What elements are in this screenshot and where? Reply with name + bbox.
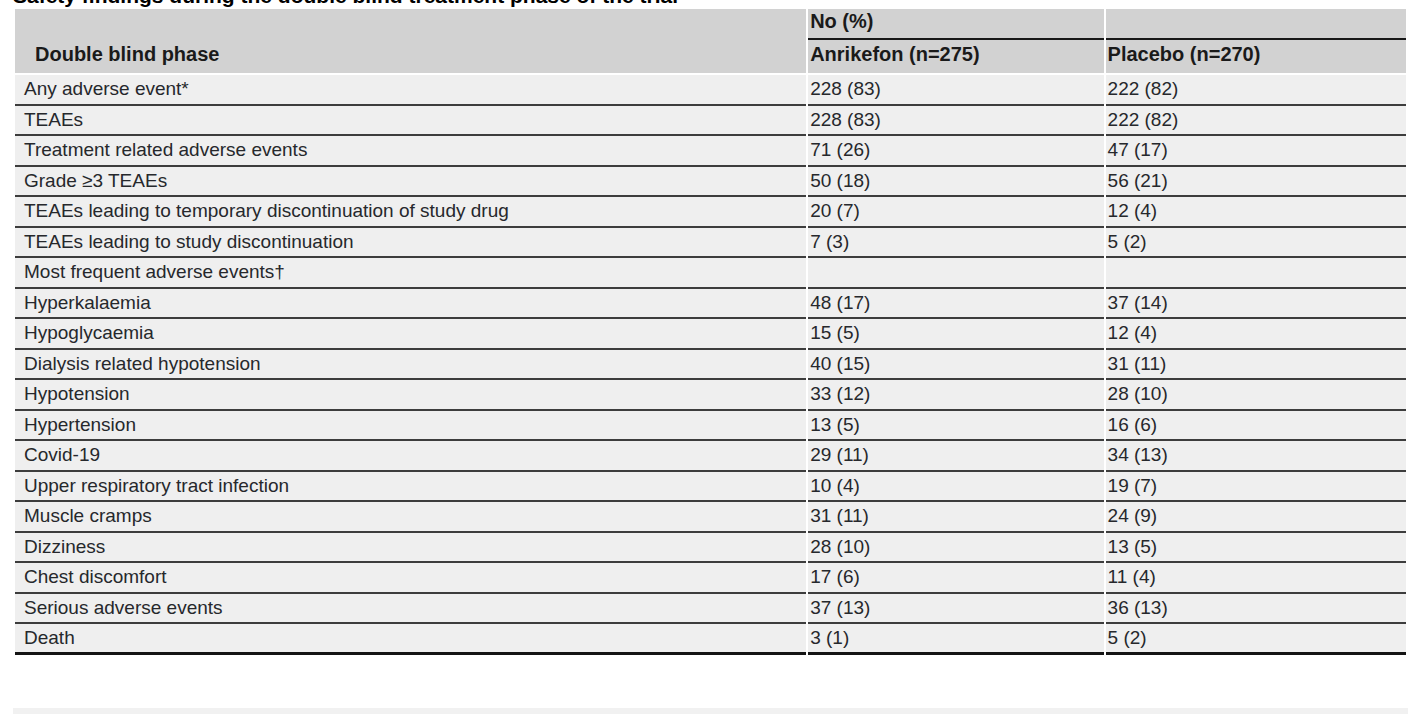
anrikefon-value: 37 (13) (808, 594, 1103, 625)
table-row: Hypertension 13 (5) 16 (6) (15, 411, 1406, 442)
row-label: Death (15, 624, 806, 655)
placebo-value: 13 (5) (1106, 533, 1406, 564)
column-header-phase: Double blind phase (15, 40, 806, 75)
placebo-value: 12 (4) (1106, 197, 1406, 228)
anrikefon-value: 33 (12) (808, 380, 1103, 411)
anrikefon-value: 3 (1) (808, 624, 1103, 655)
placebo-value: 11 (4) (1106, 563, 1406, 594)
group-header-row: No (%) (15, 9, 1406, 40)
table-row: TEAEs 228 (83) 222 (82) (15, 106, 1406, 137)
table-row: Upper respiratory tract infection 10 (4)… (15, 472, 1406, 503)
section-label: Most frequent adverse events† (15, 258, 806, 289)
table-header: No (%) Double blind phase Anrikefon (n=2… (15, 9, 1406, 75)
placebo-value (1106, 258, 1406, 289)
placebo-value: 37 (14) (1106, 289, 1406, 320)
anrikefon-value: 15 (5) (808, 319, 1103, 350)
placebo-value: 5 (2) (1106, 228, 1406, 259)
anrikefon-value: 228 (83) (808, 75, 1103, 106)
placebo-value: 31 (11) (1106, 350, 1406, 381)
anrikefon-value: 17 (6) (808, 563, 1103, 594)
table-caption-clipped: Safety findings during the double blind … (0, 0, 1426, 9)
anrikefon-value (808, 258, 1103, 289)
placebo-value: 12 (4) (1106, 319, 1406, 350)
placebo-value: 24 (9) (1106, 502, 1406, 533)
placebo-value: 56 (21) (1106, 167, 1406, 198)
anrikefon-value: 50 (18) (808, 167, 1103, 198)
placebo-value: 16 (6) (1106, 411, 1406, 442)
table-row: Treatment related adverse events 71 (26)… (15, 136, 1406, 167)
anrikefon-value: 71 (26) (808, 136, 1103, 167)
anrikefon-value: 10 (4) (808, 472, 1103, 503)
group-header-label: No (%) (808, 9, 1103, 40)
placebo-value: 222 (82) (1106, 106, 1406, 137)
anrikefon-value: 20 (7) (808, 197, 1103, 228)
table-row: Serious adverse events 37 (13) 36 (13) (15, 594, 1406, 625)
table-row: Chest discomfort 17 (6) 11 (4) (15, 563, 1406, 594)
column-header-placebo: Placebo (n=270) (1106, 40, 1406, 75)
row-label: TEAEs leading to temporary discontinuati… (15, 197, 806, 228)
table-row: Dialysis related hypotension 40 (15) 31 … (15, 350, 1406, 381)
row-label: Covid-19 (15, 441, 806, 472)
placebo-value: 5 (2) (1106, 624, 1406, 655)
row-label: TEAEs leading to study discontinuation (15, 228, 806, 259)
row-label: Grade ≥3 TEAEs (15, 167, 806, 198)
row-label: Hyperkalaemia (15, 289, 806, 320)
table-row: Covid-19 29 (11) 34 (13) (15, 441, 1406, 472)
row-label: Upper respiratory tract infection (15, 472, 806, 503)
group-header-spacer (15, 9, 806, 40)
anrikefon-value: 31 (11) (808, 502, 1103, 533)
anrikefon-value: 228 (83) (808, 106, 1103, 137)
caption-text: Safety findings during the double blind … (13, 0, 678, 8)
placebo-value: 28 (10) (1106, 380, 1406, 411)
row-label: Muscle cramps (15, 502, 806, 533)
placebo-value: 19 (7) (1106, 472, 1406, 503)
table-body: Any adverse event* 228 (83) 222 (82) TEA… (15, 75, 1406, 655)
row-label: Dialysis related hypotension (15, 350, 806, 381)
table-row: Dizziness 28 (10) 13 (5) (15, 533, 1406, 564)
placebo-value: 36 (13) (1106, 594, 1406, 625)
table-row: Any adverse event* 228 (83) 222 (82) (15, 75, 1406, 106)
placebo-value: 34 (13) (1106, 441, 1406, 472)
row-label: Any adverse event* (15, 75, 806, 106)
anrikefon-value: 48 (17) (808, 289, 1103, 320)
table-row: Grade ≥3 TEAEs 50 (18) 56 (21) (15, 167, 1406, 198)
column-header-anrikefon: Anrikefon (n=275) (808, 40, 1103, 75)
table-row: Hyperkalaemia 48 (17) 37 (14) (15, 289, 1406, 320)
row-label: Hypoglycaemia (15, 319, 806, 350)
placebo-value: 222 (82) (1106, 75, 1406, 106)
table-row: Muscle cramps 31 (11) 24 (9) (15, 502, 1406, 533)
table-section-row: Most frequent adverse events† (15, 258, 1406, 289)
row-label: Dizziness (15, 533, 806, 564)
row-label: Chest discomfort (15, 563, 806, 594)
table-row: TEAEs leading to study discontinuation 7… (15, 228, 1406, 259)
group-header-extension (1106, 9, 1406, 40)
footnote-area-edge (13, 708, 1408, 714)
table-row: Hypotension 33 (12) 28 (10) (15, 380, 1406, 411)
table-row: Hypoglycaemia 15 (5) 12 (4) (15, 319, 1406, 350)
row-label: TEAEs (15, 106, 806, 137)
row-label: Hypertension (15, 411, 806, 442)
row-label: Treatment related adverse events (15, 136, 806, 167)
table-row: Death 3 (1) 5 (2) (15, 624, 1406, 655)
column-header-row: Double blind phase Anrikefon (n=275) Pla… (15, 40, 1406, 75)
anrikefon-value: 29 (11) (808, 441, 1103, 472)
anrikefon-value: 40 (15) (808, 350, 1103, 381)
placebo-value: 47 (17) (1106, 136, 1406, 167)
row-label: Serious adverse events (15, 594, 806, 625)
anrikefon-value: 28 (10) (808, 533, 1103, 564)
anrikefon-value: 7 (3) (808, 228, 1103, 259)
row-label: Hypotension (15, 380, 806, 411)
table-row: TEAEs leading to temporary discontinuati… (15, 197, 1406, 228)
anrikefon-value: 13 (5) (808, 411, 1103, 442)
adverse-events-table: No (%) Double blind phase Anrikefon (n=2… (13, 9, 1408, 655)
